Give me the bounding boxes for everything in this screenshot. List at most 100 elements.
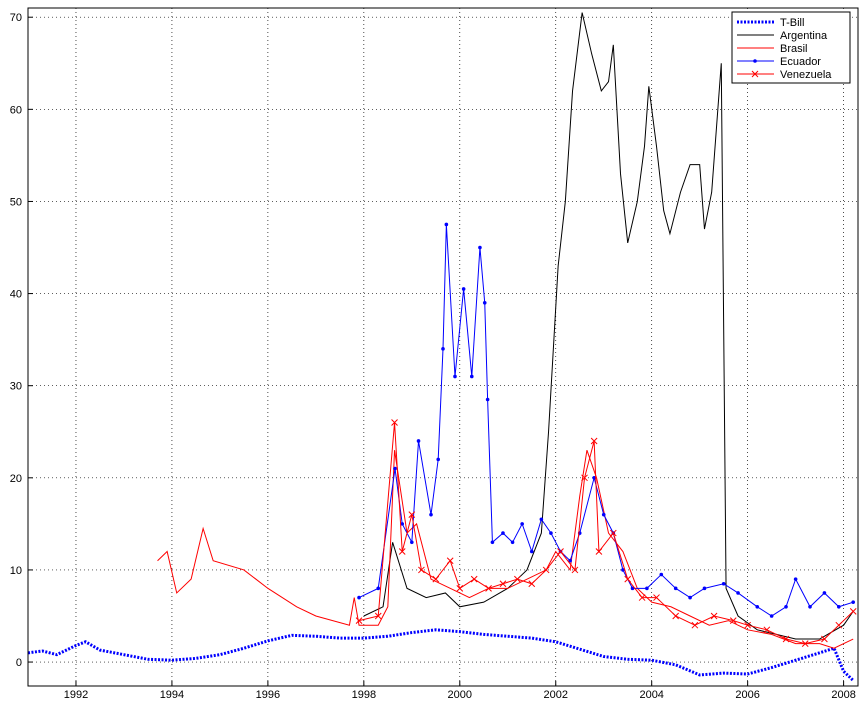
marker — [784, 604, 788, 609]
marker — [688, 595, 692, 600]
marker — [482, 300, 487, 305]
series-line — [363, 12, 854, 640]
series-line — [358, 224, 854, 617]
marker — [456, 584, 464, 592]
x-tick-label: 2000 — [448, 689, 472, 700]
marker — [753, 59, 757, 63]
marker — [410, 540, 414, 545]
legend-label: Venezuela — [780, 69, 832, 81]
series-line — [157, 450, 854, 649]
x-tick-label: 2002 — [544, 689, 568, 700]
marker — [469, 374, 474, 379]
marker — [549, 531, 553, 535]
marker — [769, 614, 774, 618]
y-tick-label: 70 — [10, 12, 22, 24]
marker — [571, 566, 579, 574]
marker — [601, 512, 606, 517]
marker — [557, 548, 564, 555]
marker — [376, 586, 381, 591]
marker — [400, 522, 405, 526]
marker — [581, 474, 588, 482]
marker — [485, 397, 490, 402]
marker — [673, 586, 678, 591]
marker — [645, 586, 649, 591]
marker — [821, 635, 828, 643]
marker — [659, 572, 664, 577]
marker — [510, 540, 515, 545]
legend-label: Argentina — [780, 30, 828, 42]
marker — [355, 617, 363, 624]
marker — [793, 577, 798, 581]
x-tick-label: 1992 — [64, 689, 88, 700]
marker — [782, 635, 790, 643]
plot-frame — [27, 7, 859, 687]
marker — [630, 586, 635, 591]
series-layer — [28, 12, 857, 682]
y-tick-label: 20 — [10, 473, 22, 485]
marker — [710, 612, 718, 620]
marker — [528, 580, 536, 588]
marker — [408, 511, 416, 519]
marker — [490, 540, 495, 545]
marker — [721, 581, 726, 586]
legend-label: Ecuador — [780, 56, 821, 68]
marker — [822, 591, 827, 595]
x-tick-label: 1998 — [352, 689, 376, 700]
marker — [837, 604, 841, 609]
series-line — [28, 628, 855, 682]
y-tick-label: 10 — [10, 565, 22, 577]
y-tick-label: 30 — [10, 381, 22, 393]
legend-label: T-Bill — [780, 17, 804, 29]
marker — [539, 517, 544, 522]
x-tick-label: 2004 — [639, 689, 663, 700]
marker — [801, 640, 809, 647]
marker — [461, 287, 466, 291]
marker — [624, 575, 632, 583]
x-tick-label: 1994 — [160, 689, 184, 700]
marker — [357, 595, 361, 600]
marker — [470, 575, 478, 583]
marker — [763, 626, 771, 634]
marker — [374, 612, 382, 620]
marker — [702, 586, 707, 591]
marker — [835, 621, 843, 629]
marker — [429, 512, 433, 517]
y-tick-label: 0 — [16, 657, 22, 669]
marker — [755, 604, 760, 609]
marker — [453, 374, 457, 379]
legend-label: Brasil — [780, 43, 808, 55]
marker — [851, 600, 856, 604]
marker — [736, 591, 740, 595]
marker — [609, 529, 617, 537]
marker — [514, 575, 521, 583]
marker — [499, 580, 507, 588]
marker — [529, 549, 534, 554]
marker — [590, 437, 598, 445]
marker — [729, 617, 737, 624]
marker — [446, 557, 454, 565]
marker — [418, 566, 425, 574]
marker — [393, 466, 397, 471]
marker — [595, 548, 603, 555]
marker — [441, 347, 445, 351]
marker — [416, 439, 421, 443]
x-tick-label: 2006 — [735, 689, 759, 700]
marker — [691, 621, 699, 629]
marker — [485, 584, 492, 592]
marker — [436, 457, 441, 462]
marker — [520, 522, 524, 526]
marker — [751, 70, 759, 78]
marker — [444, 222, 449, 227]
y-tick-label: 40 — [10, 289, 22, 301]
marker — [398, 548, 406, 555]
marker — [672, 612, 680, 620]
marker — [808, 604, 812, 609]
marker — [568, 558, 572, 563]
y-tick-label: 50 — [10, 196, 22, 208]
y-tick-label: 60 — [10, 104, 22, 116]
x-tick-label: 2008 — [831, 689, 855, 700]
marker — [653, 594, 660, 601]
marker — [849, 608, 857, 615]
